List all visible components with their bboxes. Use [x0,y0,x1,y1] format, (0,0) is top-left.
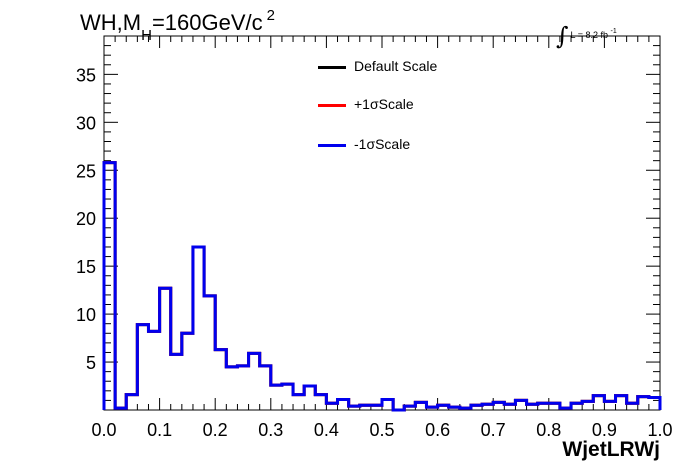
y-tick-label: 10 [76,305,96,325]
x-tick-label: 1.0 [647,420,672,440]
y-tick-label: 15 [76,257,96,277]
y-tick-label: 20 [76,209,96,229]
x-tick-label: 0.9 [592,420,617,440]
title-rest: =160GeV/c [151,10,263,35]
legend-swatch-plus-sigma [318,104,346,107]
x-tick-label: 0.6 [425,420,450,440]
legend-swatch-minus-sigma [318,144,346,147]
legend-item-plus-sigma: +1σScale [318,94,498,116]
x-tick-label: 0.5 [369,420,394,440]
series-line-0 [102,161,662,412]
series-line-2 [102,161,662,412]
x-tick-label: 0.1 [147,420,172,440]
legend-item-minus-sigma: -1σScale [318,134,498,156]
series-line-1 [102,161,662,412]
legend-swatch-default [318,66,346,69]
title-main: WH,M [80,10,142,35]
series-layer [102,161,662,412]
legend-item-default: Default Scale [318,56,498,78]
lumi-superscript: -1 [610,28,617,35]
x-tick-label: 0.0 [91,420,116,440]
y-tick-label: 25 [76,161,96,181]
x-tick-label: 0.2 [203,420,228,440]
x-axis-label: WjetLRWj [562,438,660,461]
y-tick-label: 35 [76,65,96,85]
plot-frame [103,35,661,411]
y-tick-label: 5 [86,353,96,373]
lumi-text: L = 8.2 fb [570,30,608,40]
y-tick-label: 30 [76,113,96,133]
legend-label-minus-sigma: -1σScale [354,136,411,152]
integral-sign: ∫ [556,22,569,50]
legend-label-default: Default Scale [354,58,438,74]
plot-title: WH,MH=160GeV/c 2 [80,7,275,44]
x-tick-label: 0.7 [481,420,506,440]
axis-ticks [103,36,661,410]
x-tick-label: 0.4 [314,420,339,440]
legend-label-plus-sigma: +1σScale [354,96,414,112]
title-subscript: H [141,27,152,44]
luminosity-label: ∫ L = 8.2 fb -1 [556,16,617,50]
x-tick-label: 0.3 [258,420,283,440]
x-tick-label: 0.8 [536,420,561,440]
title-superscript: 2 [266,7,275,24]
